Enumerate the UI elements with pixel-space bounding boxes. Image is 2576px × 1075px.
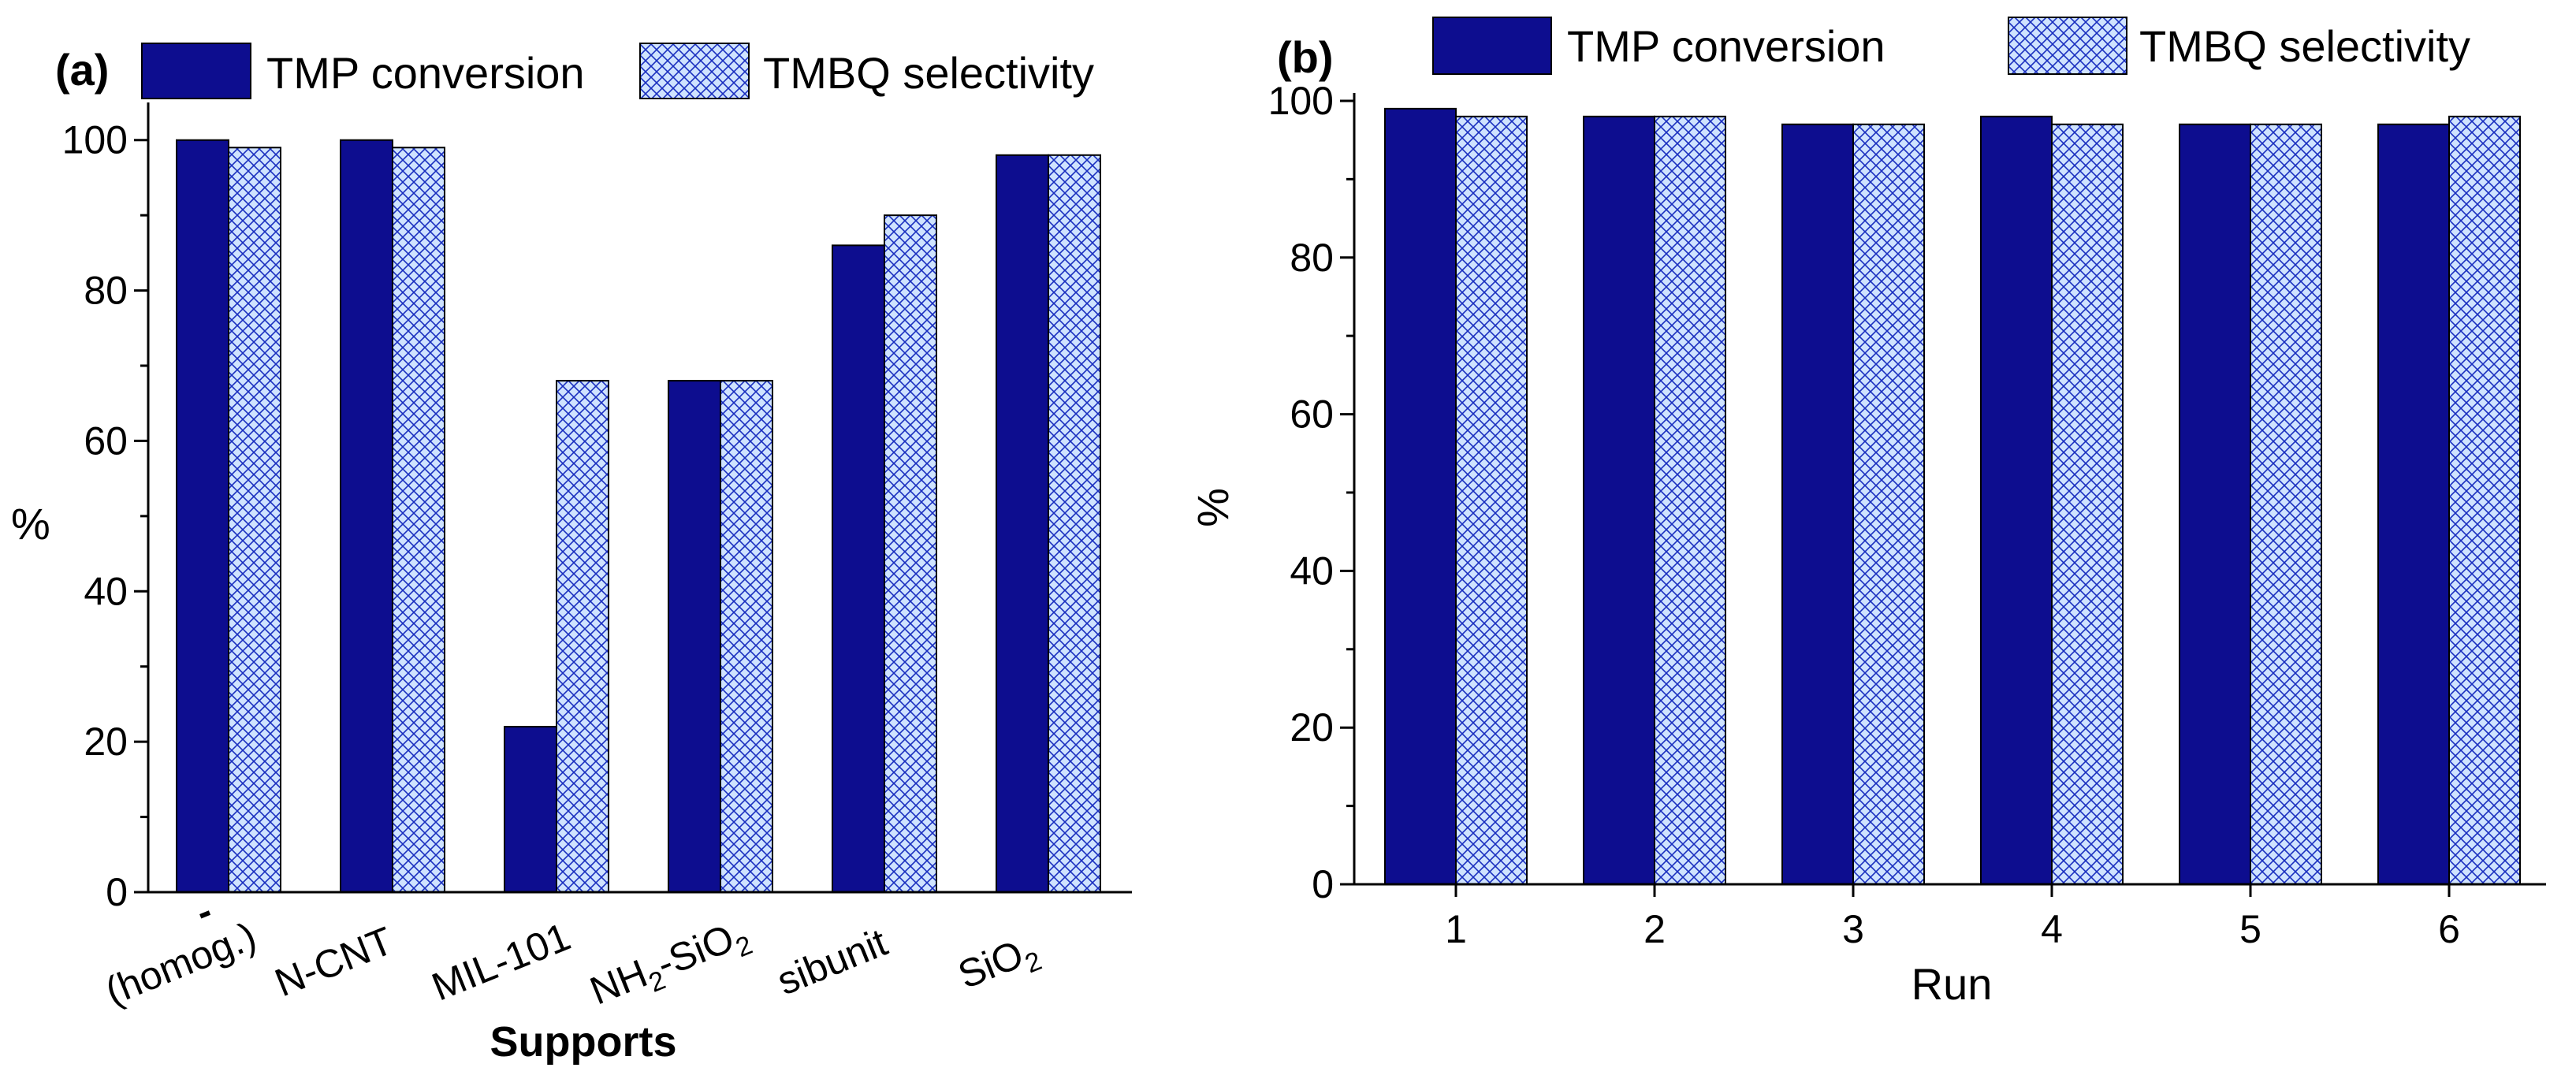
legend-swatch-selectivity-b: [2008, 17, 2127, 75]
a-bar-selectivity: [556, 380, 609, 894]
a-bar-selectivity: [884, 214, 937, 893]
category-label-mil101: MIL-101: [426, 914, 576, 1010]
panel-a-bars: [176, 139, 1101, 894]
b-bar-selectivity: [2250, 123, 2322, 885]
b-xtick-label: 4: [2041, 907, 2063, 951]
panel-a-ylabel: %: [11, 499, 50, 549]
legend-swatch-selectivity: [639, 43, 750, 99]
a-ytick-label: 100: [62, 118, 128, 162]
b-ytick-label: 60: [1290, 392, 1334, 437]
b-ytick-label: 100: [1268, 79, 1334, 123]
sio-part: SiO: [952, 932, 1029, 997]
b-bar-selectivity: [2448, 115, 2521, 885]
a-bar-selectivity: [1048, 154, 1101, 894]
panel-a: (a) TMP conversion TMBQ selectivity % 0 2…: [11, 43, 1132, 1066]
b-xtick-label: 3: [1842, 907, 1864, 951]
b-bar-conversion: [1583, 115, 1655, 885]
b-ytick-label: 80: [1290, 236, 1334, 280]
panel-b-bars: [1384, 107, 2521, 886]
b-bar-conversion: [2179, 123, 2251, 885]
legend-swatch-conversion: [141, 43, 251, 99]
a-bar-conversion: [668, 380, 721, 894]
panel-b-label: (b): [1277, 32, 1334, 82]
panel-a-yaxis: 0 20 40 60 80 100: [62, 118, 148, 914]
panel-b-ylabel: %: [1188, 488, 1238, 527]
b-bar-conversion: [1384, 107, 1457, 886]
category-label-ncnt: N-CNT: [269, 918, 399, 1005]
panel-b-legend: TMP conversion TMBQ selectivity: [1432, 17, 2470, 75]
a-bar-conversion: [504, 726, 557, 893]
a-bar-conversion: [340, 139, 393, 893]
b-bar-selectivity: [1455, 115, 1528, 885]
nh-part: NH: [584, 951, 653, 1014]
category-label-nh2sio2: NH2-SiO2: [584, 910, 757, 1020]
panel-b-xlabel: Run: [1912, 959, 1993, 1009]
b-xtick-label: 2: [1644, 907, 1666, 951]
a-bar-conversion: [176, 139, 229, 893]
b-ytick-label: 20: [1290, 705, 1334, 750]
a-ytick-label: 80: [84, 269, 128, 313]
b-bar-selectivity: [2051, 123, 2124, 885]
panel-b: (b) TMP conversion TMBQ selectivity % 0 2…: [1188, 17, 2546, 1009]
panel-a-legend: TMP conversion TMBQ selectivity: [141, 43, 1094, 99]
panel-a-xlabel: Supports: [490, 1018, 677, 1066]
b-ytick-label: 40: [1290, 549, 1334, 593]
a-bar-selectivity: [228, 147, 281, 893]
legend-label-conversion: TMP conversion: [266, 48, 585, 98]
b-bar-conversion: [1781, 123, 1854, 885]
a-bar-selectivity: [392, 147, 445, 893]
legend-swatch-conversion-b: [1432, 17, 1552, 75]
b-xtick-label: 5: [2239, 907, 2261, 951]
panel-a-category-labels: - (homog.) N-CNT MIL-101 NH2-SiO2 sibuni…: [99, 889, 1046, 1020]
panel-b-yaxis: 0 20 40 60 80 100: [1268, 79, 1354, 906]
category-label-sio2: SiO2: [952, 926, 1046, 1004]
legend-label-selectivity: TMBQ selectivity: [763, 48, 1094, 98]
panel-a-label: (a): [55, 45, 109, 95]
panel-b-xaxis: 1 2 3 4 5 6: [1445, 884, 2460, 951]
a-ytick-label: 20: [84, 720, 128, 764]
b-bar-conversion: [1980, 115, 2053, 885]
nh-sio-part: -SiO: [650, 916, 740, 986]
a-bar-conversion: [996, 154, 1049, 894]
legend-label-selectivity-b: TMBQ selectivity: [2139, 21, 2470, 71]
b-xtick-label: 1: [1445, 907, 1467, 951]
a-bar-selectivity: [720, 380, 773, 894]
a-ytick-label: 40: [84, 569, 128, 613]
b-xtick-label: 6: [2438, 907, 2460, 951]
legend-label-conversion-b: TMP conversion: [1567, 21, 1885, 71]
category-label-sibunit: sibunit: [771, 920, 893, 1003]
category-label-homog-text: (homog.): [99, 913, 262, 1014]
b-bar-selectivity: [1654, 115, 1726, 885]
a-ytick-label: 60: [84, 418, 128, 463]
b-bar-conversion: [2377, 123, 2450, 885]
b-bar-selectivity: [1852, 123, 1925, 885]
a-bar-conversion: [832, 244, 885, 894]
b-ytick-label: 0: [1312, 862, 1334, 906]
a-ytick-label: 0: [106, 870, 128, 914]
